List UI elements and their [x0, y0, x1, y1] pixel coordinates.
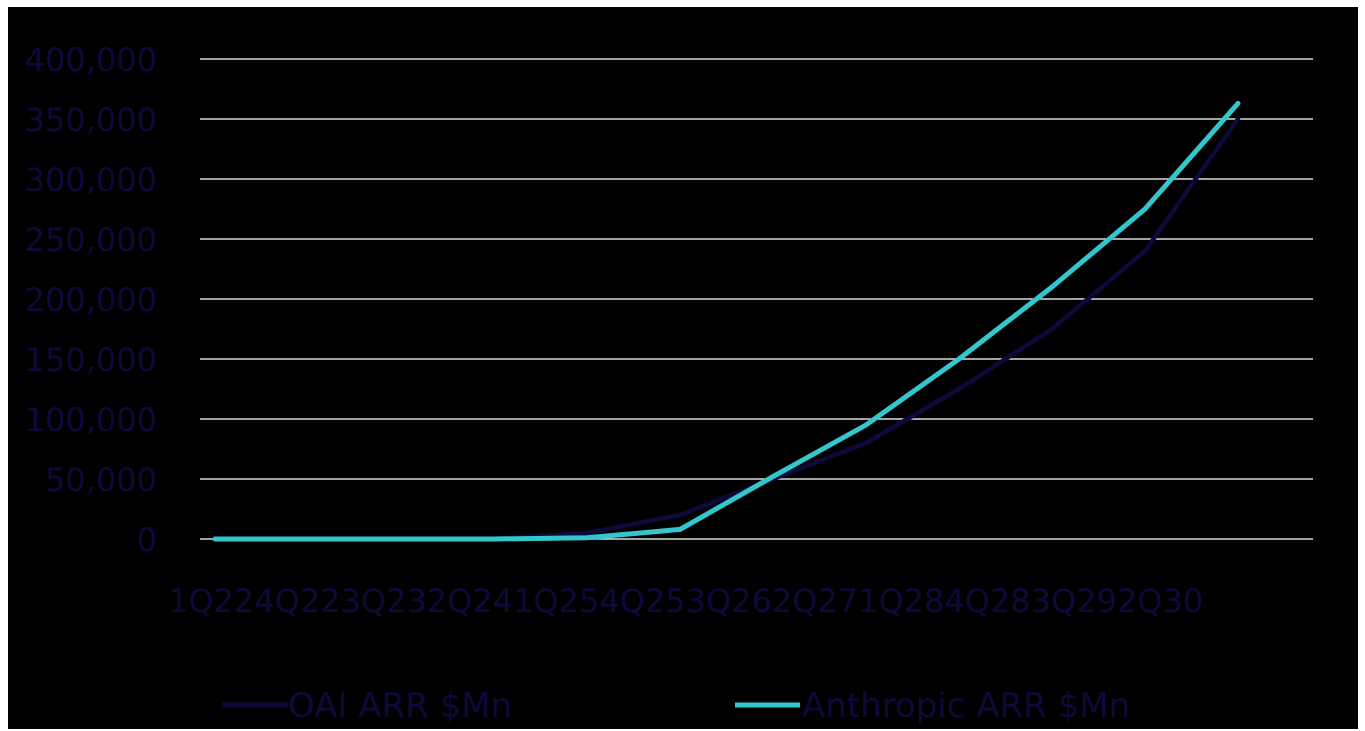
y-axis-tick-labels: 0 50,000 100,000 150,000 200,000 250,000 300,0… [25, 41, 157, 559]
legend-label: Anthropic ARR $Mn [802, 686, 1130, 726]
legend: OAI ARR $Mn Anthropic ARR $Mn [222, 686, 1130, 726]
x-tick-label: 2Q24 [427, 582, 513, 620]
series-line-anthropic [212, 100, 1241, 542]
y-tick-label: 300,000 [25, 161, 157, 199]
x-axis-tick-labels-text: 1Q224Q223Q232Q241Q254Q253Q262Q271Q284Q28… [168, 582, 1203, 620]
chart-frame [8, 7, 1358, 729]
y-tick-label: 100,000 [25, 401, 157, 439]
y-tick-label: 350,000 [25, 101, 157, 139]
x-tick-label: 3Q23 [341, 582, 427, 620]
y-tick-label: 200,000 [25, 281, 157, 319]
legend-label: OAI ARR $Mn [288, 686, 512, 726]
y-tick-label: 150,000 [25, 341, 157, 379]
series-lines [212, 100, 1241, 542]
gridlines [200, 58, 1313, 540]
x-tick-label: 2Q30 [1117, 582, 1203, 620]
x-tick-label: 2Q27 [772, 582, 858, 620]
series-line-oai [212, 116, 1241, 542]
x-tick-label: 3Q26 [686, 582, 772, 620]
x-tick-label: 4Q28 [944, 582, 1030, 620]
x-tick-label: 4Q25 [599, 582, 685, 620]
x-tick-label: 1Q22 [168, 582, 254, 620]
x-tick-label: 1Q25 [513, 582, 599, 620]
y-tick-label: 0 [137, 521, 157, 559]
x-tick-label: 3Q29 [1031, 582, 1117, 620]
x-tick-label: 1Q28 [858, 582, 944, 620]
x-axis-tick-labels: 1Q224Q223Q232Q241Q254Q253Q262Q271Q284Q28… [168, 582, 1203, 620]
y-tick-label: 400,000 [25, 41, 157, 79]
y-tick-label: 50,000 [45, 461, 157, 499]
x-tick-label: 4Q22 [254, 582, 340, 620]
y-tick-label: 250,000 [25, 221, 157, 259]
